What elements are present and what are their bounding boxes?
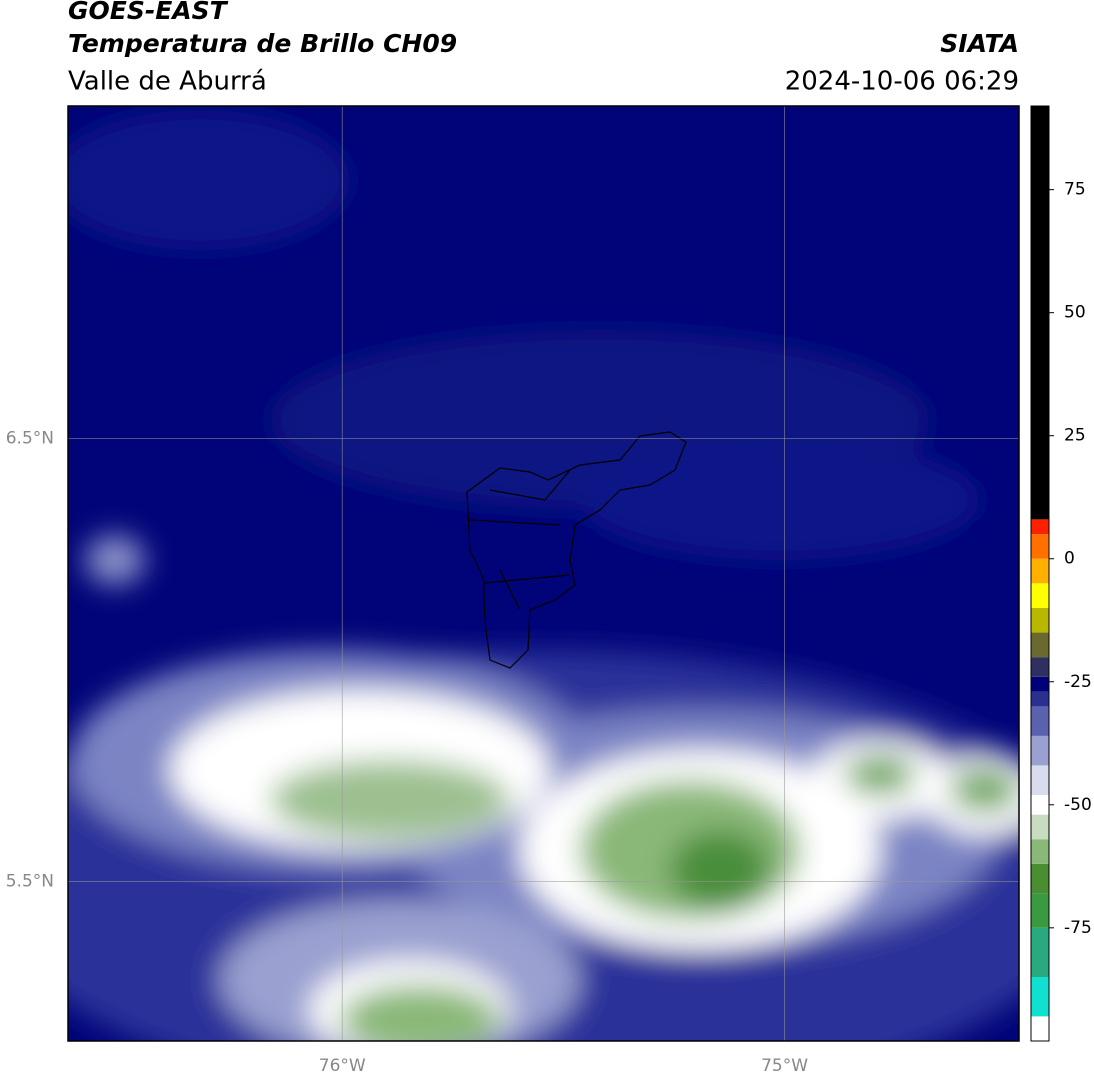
colorbar-segment [1031, 927, 1049, 978]
colorbar-segment [1031, 863, 1049, 894]
colorbar-segment [1031, 691, 1049, 707]
colorbar-tick-label: 75 [1064, 180, 1086, 200]
colorbar-segment [1031, 534, 1049, 559]
datetime: 2024-10-06 06:29 [785, 67, 1019, 97]
colorbar-segment [1031, 1016, 1049, 1041]
colorbar [1031, 106, 1049, 1041]
region: Valle de Aburrá [68, 67, 267, 97]
colorbar-tick-label: 50 [1064, 303, 1086, 323]
y-tick-label: 6.5°N [6, 428, 54, 448]
y-tick-label: 5.5°N [6, 871, 54, 891]
boundary [466, 431, 687, 669]
colorbar-tick-label: -50 [1064, 795, 1092, 815]
x-tick-label: 75°W [761, 1056, 808, 1076]
imagery [68, 106, 1019, 1041]
title: GOES-EAST [68, 0, 229, 25]
map-frame [67, 105, 1020, 1042]
colorbar-segment [1031, 706, 1049, 736]
colorbar-segment [1031, 519, 1049, 535]
source: SIATA [940, 29, 1019, 58]
colorbar-tick-label: -25 [1064, 672, 1092, 692]
x-tick-label: 76°W [319, 1056, 366, 1076]
colorbar-tick-label: 0 [1064, 549, 1075, 569]
subtitle: Temperatura de Brillo CH09 [68, 29, 457, 58]
colorbar-segment [1031, 676, 1049, 692]
colorbar-segment [1031, 632, 1049, 658]
colorbar-segment [1031, 583, 1049, 608]
colorbar-segment [1031, 893, 1049, 928]
colorbar-segment [1031, 558, 1049, 584]
colorbar-tick-label: 25 [1064, 426, 1086, 446]
colorbar-segment [1031, 794, 1049, 815]
colorbar-segment [1031, 839, 1049, 864]
colorbar-segment [1031, 607, 1049, 633]
colorbar-tick-label: -75 [1064, 918, 1092, 938]
colorbar-frame [1030, 105, 1050, 1042]
colorbar-segment [1031, 765, 1049, 795]
colorbar-segment [1031, 814, 1049, 840]
colorbar-segment [1031, 106, 1049, 520]
colorbar-segment [1031, 977, 1049, 1017]
colorbar-segment [1031, 657, 1049, 677]
grid [68, 106, 1019, 1041]
colorbar-segment [1031, 735, 1049, 766]
